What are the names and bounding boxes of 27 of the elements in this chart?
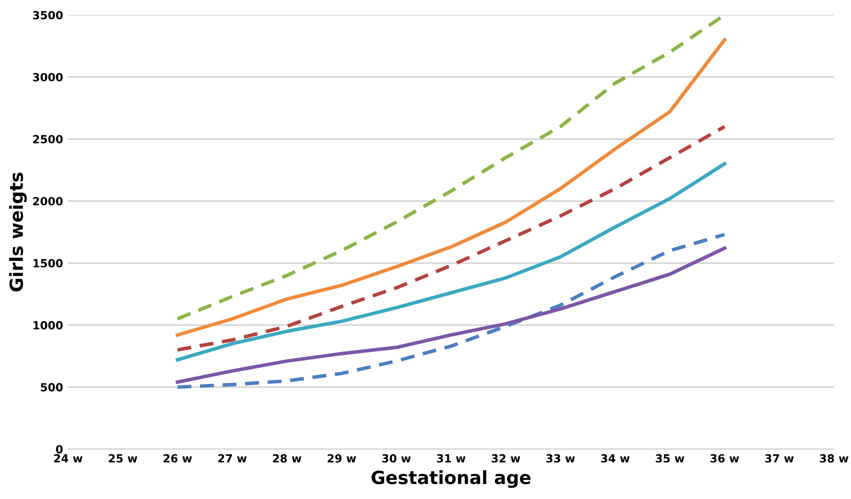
line-series bbox=[176, 124, 726, 352]
y-tick-label: 3000 bbox=[33, 72, 63, 82]
x-tick-label: 30 w bbox=[382, 454, 411, 463]
y-tick-label: 3500 bbox=[33, 10, 63, 20]
x-tick-label: 28 w bbox=[272, 454, 302, 463]
x-axis-title: Gestational age bbox=[372, 470, 531, 488]
y-axis-title: Girls weigts bbox=[9, 172, 27, 292]
y-tick-label: 2000 bbox=[33, 197, 63, 206]
x-tick-label: 25 w bbox=[108, 454, 138, 463]
x-tick-label: 32 w bbox=[492, 454, 520, 463]
x-tick-label: 35 w bbox=[656, 454, 684, 463]
x-tick-label: 24 w bbox=[54, 454, 82, 462]
y-tick-label: 0 bbox=[56, 445, 63, 454]
y-tick-label: 1500 bbox=[34, 259, 63, 268]
y-tick-label: 1000 bbox=[34, 321, 63, 330]
x-tick-label: 33 w bbox=[546, 454, 575, 463]
x-tick-label: 31 w bbox=[436, 454, 466, 463]
x-tick-label: 26 w bbox=[164, 454, 192, 463]
x-tick-label: 27 w bbox=[218, 454, 247, 462]
x-tick-label: 37 w bbox=[765, 454, 794, 463]
x-tick-label: 36 w bbox=[710, 454, 739, 463]
x-tick-label: 29 w bbox=[328, 454, 356, 463]
line-series bbox=[176, 162, 726, 362]
y-tick-label: 2500 bbox=[33, 134, 63, 144]
x-tick-label: 34 w bbox=[601, 454, 630, 463]
x-tick-label: 38 w bbox=[820, 454, 848, 463]
y-tick-label: 500 bbox=[40, 383, 63, 392]
